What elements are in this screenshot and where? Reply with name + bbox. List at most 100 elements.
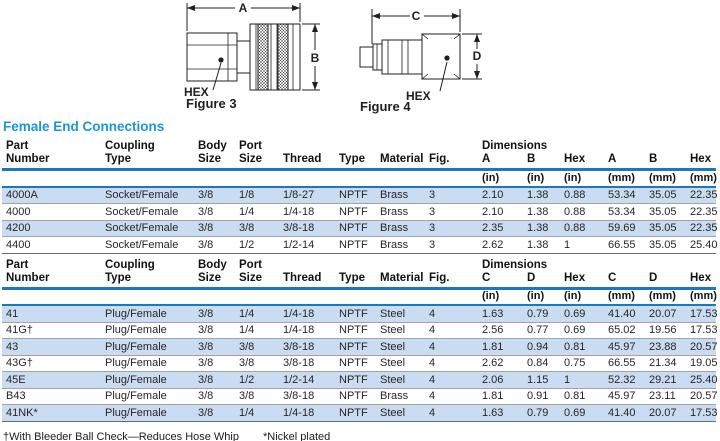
column-header bbox=[649, 256, 690, 272]
table-cell: 1 bbox=[564, 236, 608, 254]
table-row: 43 Plug/Female 3/8 3/8 3/8-18 NPTF Steel 4 1.81 0… bbox=[2, 338, 718, 355]
table-row: 45E Plug/Female 3/8 1/2 1/2-14 NPTF Steel 4 2.06… bbox=[2, 371, 718, 388]
table-cell bbox=[198, 288, 239, 306]
dim-a-label: A bbox=[239, 2, 248, 15]
column-header: Coupling bbox=[105, 258, 155, 271]
table-cell: 1/4 bbox=[239, 307, 255, 320]
table-cell: 0.91 bbox=[527, 387, 564, 405]
hex-callout bbox=[439, 55, 450, 92]
column-header: Size bbox=[239, 153, 283, 171]
dim-b-label: B bbox=[311, 51, 320, 65]
table-row: 43G† Plug/Female 3/8 3/8 3/8-18 NPTF Steel 4 2.6… bbox=[2, 354, 718, 372]
column-header bbox=[690, 256, 716, 272]
table-cell: (mm) bbox=[608, 169, 649, 188]
table-row: 41NK* Plug/Female 3/8 1/4 1/4-18 NPTF Steel 4 1.… bbox=[2, 404, 718, 422]
table-cell: 35.05 bbox=[649, 203, 690, 220]
table-cell: 20.57 bbox=[690, 387, 718, 405]
table-cell: (in) bbox=[564, 169, 608, 188]
column-header: Size bbox=[239, 271, 283, 290]
socket-body-outline bbox=[186, 23, 301, 91]
column-header: Material bbox=[380, 271, 429, 290]
table-cell: 3/8-18 bbox=[283, 354, 339, 372]
table-cell: 1/2 bbox=[239, 236, 283, 254]
table-cell: Steel bbox=[380, 307, 406, 320]
header-row-top: Part Coupling Body Port Dimensions bbox=[2, 137, 716, 153]
header-row-top: Part Coupling Body Port Dimensions bbox=[2, 256, 716, 272]
table-cell bbox=[380, 169, 429, 188]
table-cell: 43G† bbox=[2, 354, 105, 372]
table-cell: (mm) bbox=[690, 169, 717, 188]
table-cell: 3/8-18 bbox=[283, 219, 339, 237]
column-header: A bbox=[482, 153, 527, 171]
table-cell: 25.40 bbox=[690, 371, 718, 388]
column-header: Part bbox=[6, 140, 29, 152]
table-cell bbox=[429, 169, 482, 188]
column-header: B bbox=[649, 153, 690, 171]
table-cell: 3 bbox=[429, 203, 482, 220]
dim-d-label: D bbox=[473, 49, 482, 63]
table-cell: 0.69 bbox=[564, 307, 586, 320]
table-cell: 3 bbox=[429, 236, 482, 254]
table-cell: 1/2-14 bbox=[283, 236, 339, 254]
table-area: Part Coupling Body Port Dimensions Number Type… bbox=[2, 137, 718, 441]
table-cell: 3/8 bbox=[198, 338, 239, 355]
column-header bbox=[283, 256, 339, 272]
table-cell: Plug/Female bbox=[105, 307, 167, 320]
dimension-c-lines bbox=[371, 9, 461, 44]
table-cell: Brass bbox=[380, 219, 429, 237]
table-cell: 1.81 bbox=[482, 387, 527, 405]
table-cell: Steel bbox=[380, 371, 429, 388]
column-header bbox=[690, 137, 716, 153]
table-row: 4000A Socket/Female 3/8 1/8 1/8-27 NPTF Brass 3… bbox=[2, 186, 718, 204]
table-cell: 20.07 bbox=[649, 404, 690, 422]
table-cell: (in) bbox=[482, 288, 527, 306]
table-cell: 3/8 bbox=[198, 219, 239, 237]
column-header bbox=[380, 256, 429, 272]
table-cell bbox=[380, 288, 429, 306]
table-cell: 17.53 bbox=[690, 307, 718, 320]
table-cell: 0.94 bbox=[527, 338, 564, 355]
table-cell: Plug/Female bbox=[105, 371, 198, 388]
column-header: Thread bbox=[283, 153, 339, 171]
table-cell: NPTF bbox=[339, 307, 368, 320]
table-cell: 53.34 bbox=[608, 203, 649, 220]
table-cell: 4 bbox=[429, 321, 482, 339]
column-header bbox=[429, 256, 482, 272]
figure-3-caption: Figure 3 bbox=[186, 96, 237, 111]
table-cell: Socket/Female bbox=[105, 203, 198, 220]
table-cell: 3/8 bbox=[198, 387, 239, 405]
table-cell: 1.38 bbox=[527, 219, 564, 237]
table-cell: (in) bbox=[527, 288, 564, 306]
table-row: 4200 Socket/Female 3/8 3/8 3/8-18 NPTF Brass 3 2… bbox=[2, 219, 718, 237]
table-cell: 59.69 bbox=[608, 219, 649, 237]
table-cell: 35.05 bbox=[649, 236, 690, 254]
table-cell: 0.77 bbox=[527, 321, 564, 339]
table-cell: 45E bbox=[2, 371, 105, 388]
figure-3-drawing: A B HEX bbox=[184, 2, 320, 98]
table-cell: 1/4-18 bbox=[283, 307, 315, 320]
table-cell: Socket/Female bbox=[105, 189, 179, 201]
column-header bbox=[649, 137, 690, 153]
footnote: †With Bleeder Ball Check—Reduces Hose Wh… bbox=[2, 431, 718, 441]
table-cell: 22.35 bbox=[690, 203, 718, 220]
column-header bbox=[608, 137, 649, 153]
table-cell: 1 bbox=[564, 371, 608, 388]
table-cell: 0.88 bbox=[564, 203, 608, 220]
figures-area: A B HEX Figure 3 bbox=[0, 0, 720, 116]
table-cell: 3/8 bbox=[198, 189, 214, 201]
column-header: C bbox=[608, 271, 649, 290]
column-header: Hex bbox=[690, 153, 716, 171]
table-cell: 17.53 bbox=[690, 321, 718, 339]
column-header: Type bbox=[339, 153, 380, 171]
table-cell: (in) bbox=[482, 169, 527, 188]
table-cell bbox=[239, 288, 283, 306]
table-cell: 3/8 bbox=[239, 219, 283, 237]
table-header: Part Coupling Body Port Dimensions Number Type… bbox=[2, 137, 717, 188]
figure-4-caption: Figure 4 bbox=[360, 99, 411, 114]
table-cell: 4 bbox=[429, 307, 436, 320]
column-header bbox=[564, 256, 608, 272]
table-cell: NPTF bbox=[339, 387, 380, 405]
table-cell: 23.11 bbox=[649, 387, 690, 405]
table-cell: 3/8-18 bbox=[283, 387, 339, 405]
table-cell: 1/4-18 bbox=[283, 203, 339, 220]
